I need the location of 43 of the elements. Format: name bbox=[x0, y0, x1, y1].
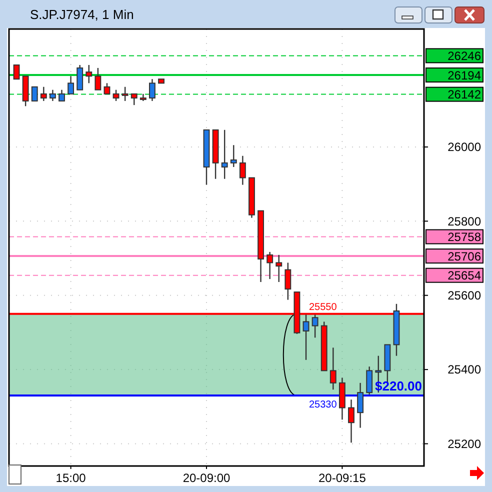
candlestick bbox=[330, 347, 336, 390]
candlestick bbox=[239, 155, 246, 186]
ref-line-label: 25654 bbox=[448, 268, 482, 283]
ref-line-label: 25706 bbox=[448, 249, 482, 264]
candlestick bbox=[302, 314, 310, 361]
ref-line-label: 25550 bbox=[308, 302, 338, 313]
chart-title: S.JP.J7974, 1 Min bbox=[30, 7, 134, 22]
candlestick bbox=[112, 89, 120, 102]
candlestick bbox=[348, 398, 354, 444]
ref-line-label: 26142 bbox=[448, 88, 482, 102]
y-tick-label: 25800 bbox=[448, 214, 482, 228]
candlestick bbox=[230, 144, 237, 168]
ref-line-label: 26194 bbox=[448, 68, 482, 82]
candlestick bbox=[104, 82, 110, 95]
y-tick-label: 25400 bbox=[448, 362, 482, 377]
candlestick bbox=[366, 366, 373, 396]
candlestick bbox=[76, 64, 84, 90]
x-tick-label: 15:00 bbox=[56, 471, 86, 485]
candlestick bbox=[68, 76, 74, 95]
ref-line-label: 25758 bbox=[448, 230, 482, 244]
candlestick bbox=[58, 89, 65, 102]
candlestick bbox=[149, 78, 156, 102]
candlestick bbox=[357, 382, 364, 428]
candlestick bbox=[130, 93, 138, 106]
candlestick bbox=[86, 64, 92, 84]
candlestick bbox=[312, 314, 318, 338]
candlestick bbox=[266, 251, 274, 280]
candlestick bbox=[122, 86, 128, 102]
candlestick bbox=[284, 262, 292, 300]
candlestick bbox=[49, 89, 56, 102]
y-tick-label: 25200 bbox=[448, 436, 482, 451]
ref-line-label: 25330 bbox=[308, 400, 338, 411]
y-tick-label: 25600 bbox=[448, 288, 482, 303]
candlestick bbox=[94, 67, 102, 90]
y-tick-label: 26000 bbox=[448, 140, 482, 154]
ref-line-label: 26246 bbox=[448, 49, 482, 64]
candlestick bbox=[13, 64, 20, 80]
candlestick bbox=[40, 86, 47, 102]
x-tick-label: 20-09:15 bbox=[318, 471, 366, 485]
candlestick bbox=[276, 254, 282, 283]
candlestick bbox=[221, 129, 228, 180]
candlestick bbox=[31, 86, 38, 102]
x-tick-label: 20-09:00 bbox=[182, 471, 231, 485]
